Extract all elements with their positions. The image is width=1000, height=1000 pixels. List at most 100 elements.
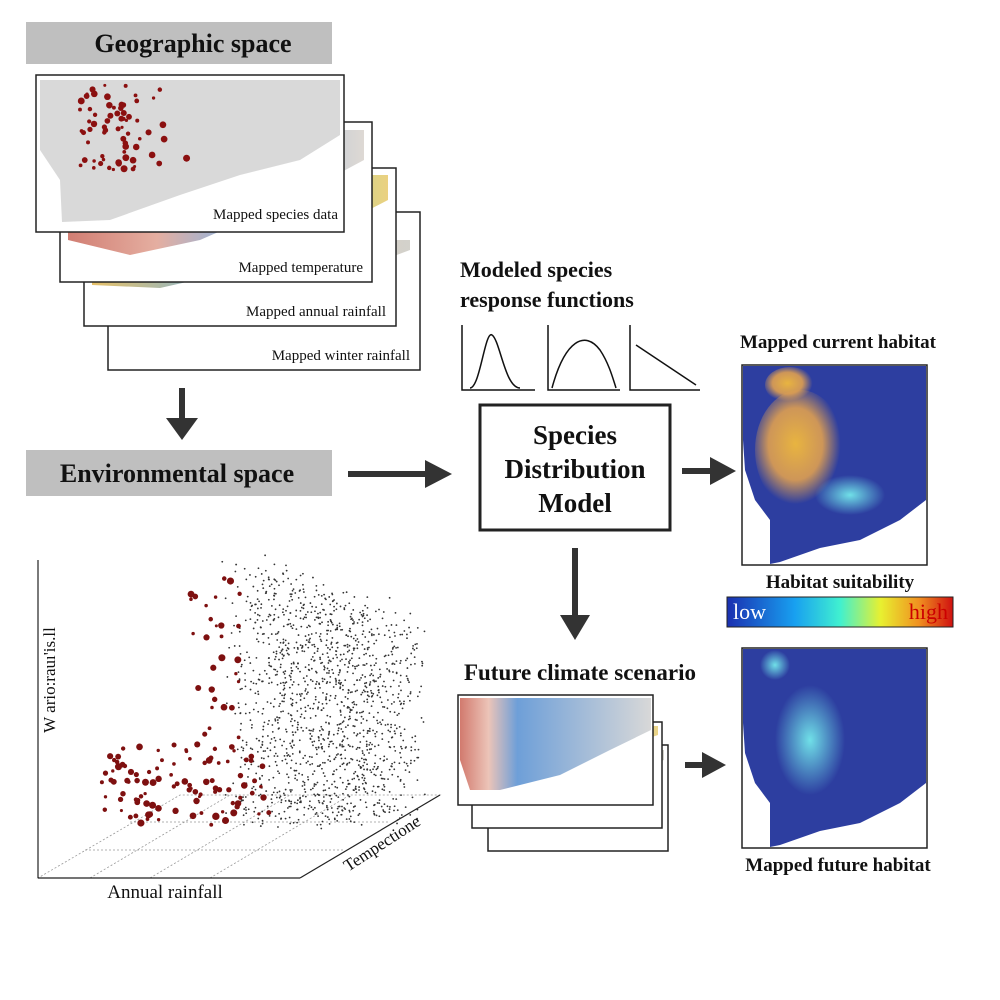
env-point bbox=[348, 795, 351, 798]
env-point bbox=[390, 702, 393, 705]
env-point bbox=[365, 745, 368, 748]
env-point bbox=[358, 657, 361, 659]
env-point bbox=[242, 796, 244, 798]
env-point bbox=[411, 647, 414, 650]
env-point bbox=[234, 712, 237, 715]
env-point bbox=[289, 742, 292, 745]
colorbar-title: Habitat suitability bbox=[766, 572, 915, 593]
occurrence-dot bbox=[100, 153, 105, 159]
env-point bbox=[303, 806, 306, 809]
env-point bbox=[303, 781, 306, 784]
occurrence-dot bbox=[159, 121, 167, 129]
env-point bbox=[403, 728, 406, 731]
env-point bbox=[296, 802, 299, 805]
env-point bbox=[273, 698, 276, 700]
env-point bbox=[378, 815, 381, 818]
env-point bbox=[333, 770, 335, 773]
env-point bbox=[299, 609, 302, 612]
env-point bbox=[325, 598, 327, 601]
env-point bbox=[283, 687, 286, 690]
env-point bbox=[288, 800, 291, 803]
species-point bbox=[193, 797, 200, 805]
env-point bbox=[266, 805, 269, 808]
env-point bbox=[365, 740, 368, 743]
env-point bbox=[369, 618, 372, 621]
env-point bbox=[272, 651, 275, 654]
env-point bbox=[405, 675, 408, 677]
env-point bbox=[376, 694, 379, 697]
env-point bbox=[335, 794, 338, 797]
species-point bbox=[228, 744, 235, 750]
env-point bbox=[273, 617, 276, 620]
env-point bbox=[386, 805, 389, 808]
env-point bbox=[313, 783, 316, 785]
env-point bbox=[380, 805, 383, 808]
env-point bbox=[273, 668, 275, 671]
env-point bbox=[396, 646, 399, 649]
env-point bbox=[256, 613, 259, 616]
env-point bbox=[393, 701, 395, 703]
env-point bbox=[357, 641, 360, 643]
env-point bbox=[407, 695, 409, 698]
env-point bbox=[391, 653, 394, 656]
env-point bbox=[393, 711, 396, 714]
env-point bbox=[362, 729, 365, 732]
env-point bbox=[345, 818, 348, 821]
env-point bbox=[358, 760, 361, 763]
env-point bbox=[399, 732, 402, 735]
env-point bbox=[321, 680, 324, 683]
env-point bbox=[364, 801, 367, 804]
env-point bbox=[297, 667, 299, 670]
env-point bbox=[336, 786, 339, 789]
env-point bbox=[257, 567, 260, 570]
env-point bbox=[423, 630, 426, 633]
env-point bbox=[406, 677, 409, 680]
env-point bbox=[265, 619, 268, 621]
env-point bbox=[398, 817, 401, 820]
env-point bbox=[327, 733, 330, 736]
env-point bbox=[390, 726, 392, 729]
env-point bbox=[394, 732, 397, 735]
env-point bbox=[309, 707, 312, 710]
env-point bbox=[396, 714, 399, 717]
env-point bbox=[299, 763, 302, 766]
env-point bbox=[399, 756, 402, 759]
env-point bbox=[372, 729, 374, 732]
occurrence-dot bbox=[124, 118, 129, 123]
env-point bbox=[403, 619, 406, 622]
env-point bbox=[403, 700, 405, 703]
env-point bbox=[352, 647, 355, 650]
env-point bbox=[303, 788, 306, 791]
env-point bbox=[273, 587, 276, 590]
env-point bbox=[262, 725, 265, 728]
env-point bbox=[311, 756, 313, 759]
env-point bbox=[321, 812, 324, 815]
env-point bbox=[325, 693, 328, 695]
env-point bbox=[342, 762, 345, 765]
env-point bbox=[365, 719, 368, 722]
env-point bbox=[261, 822, 264, 825]
env-point bbox=[335, 608, 338, 611]
species-point bbox=[107, 753, 114, 760]
env-point bbox=[287, 754, 290, 756]
species-point bbox=[207, 726, 212, 731]
env-point bbox=[356, 638, 359, 640]
species-point bbox=[221, 576, 227, 581]
env-point bbox=[349, 659, 351, 662]
env-point bbox=[283, 613, 285, 616]
env-point bbox=[342, 745, 345, 748]
env-point bbox=[317, 815, 319, 818]
env-point bbox=[350, 613, 353, 615]
env-point bbox=[364, 675, 367, 678]
env-point bbox=[358, 618, 361, 621]
model-label: Species bbox=[533, 420, 617, 450]
species-point bbox=[243, 757, 249, 763]
env-point bbox=[344, 788, 347, 791]
env-point bbox=[289, 622, 292, 625]
env-point bbox=[323, 665, 326, 668]
env-point bbox=[391, 762, 393, 765]
env-point bbox=[356, 746, 359, 749]
env-point bbox=[337, 796, 340, 799]
env-point bbox=[311, 680, 314, 683]
env-point bbox=[270, 798, 273, 801]
